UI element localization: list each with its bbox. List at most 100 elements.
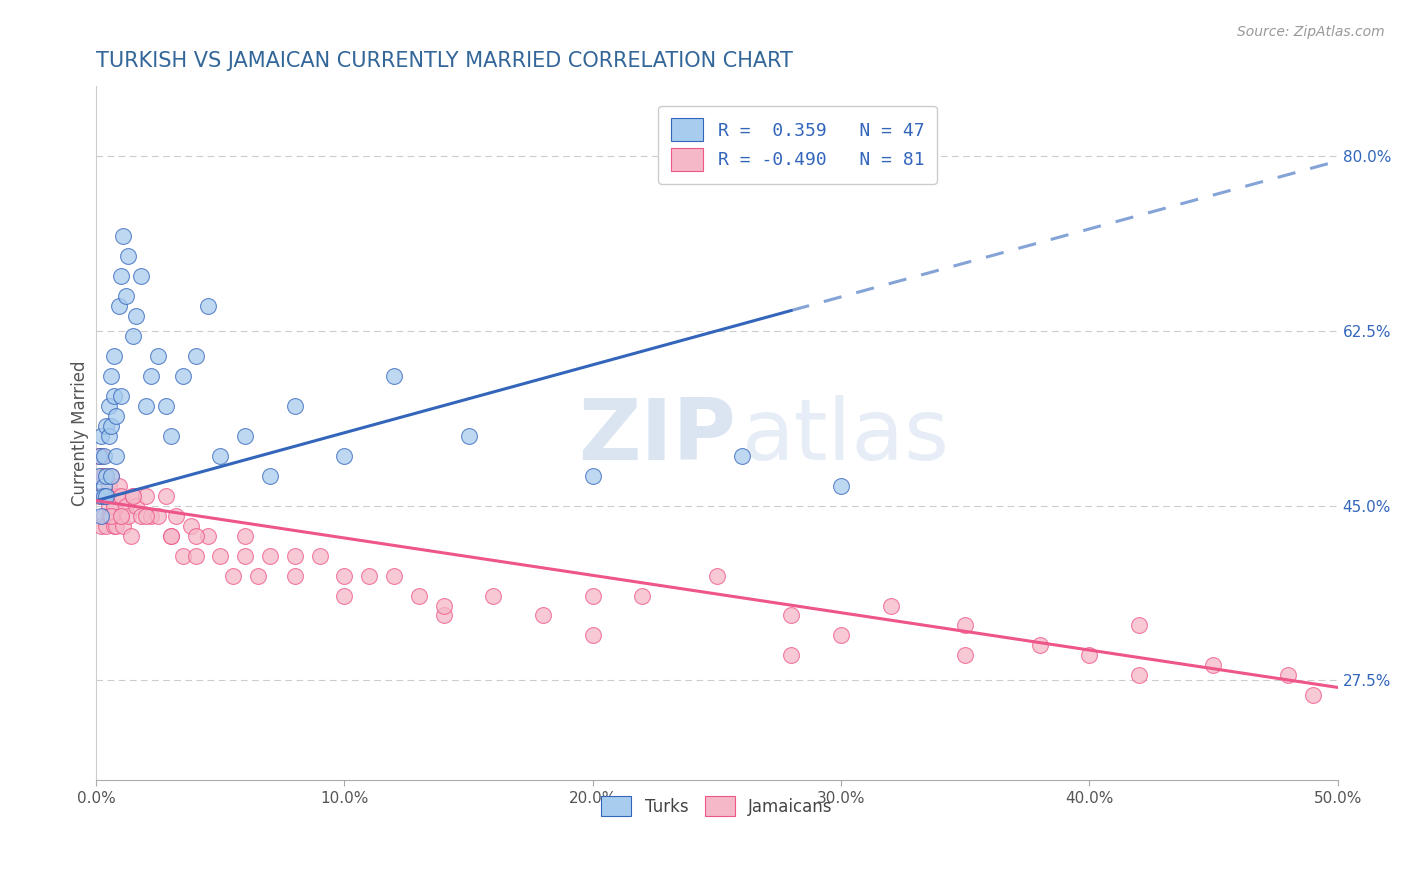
Point [135, 489, 157, 503]
Point [90, 449, 112, 463]
Point [209, 549, 232, 563]
Point [159, 528, 181, 542]
Text: TURKISH VS JAMAICAN CURRENTLY MARRIED CORRELATION CHART: TURKISH VS JAMAICAN CURRENTLY MARRIED CO… [96, 51, 793, 70]
Point [531, 608, 554, 623]
Point [408, 589, 430, 603]
Point [93, 468, 115, 483]
Point [706, 568, 728, 582]
Point [582, 628, 605, 642]
Point [93, 489, 115, 503]
Point [103, 499, 125, 513]
Point [308, 549, 330, 563]
Point [125, 309, 148, 323]
Point [105, 518, 128, 533]
Point [172, 549, 194, 563]
Point [100, 368, 122, 383]
Point [110, 508, 132, 523]
Point [105, 489, 128, 503]
Point [97, 428, 120, 442]
Point [1078, 648, 1101, 663]
Legend: Turks, Jamaicans: Turks, Jamaicans [593, 789, 841, 824]
Point [1128, 618, 1150, 632]
Point [148, 508, 170, 523]
Point [100, 468, 122, 483]
Point [110, 508, 132, 523]
Point [100, 418, 122, 433]
Point [246, 568, 269, 582]
Point [112, 229, 135, 244]
Point [97, 399, 120, 413]
Point [830, 478, 852, 492]
Point [284, 399, 307, 413]
Point [87, 449, 110, 463]
Point [103, 518, 125, 533]
Point [780, 648, 803, 663]
Point [94, 489, 117, 503]
Point [1128, 668, 1150, 682]
Point [155, 489, 177, 503]
Point [87, 468, 110, 483]
Point [93, 508, 115, 523]
Point [382, 568, 405, 582]
Point [112, 518, 135, 533]
Point [100, 508, 122, 523]
Point [110, 389, 132, 403]
Point [110, 268, 132, 283]
Point [135, 399, 157, 413]
Point [93, 489, 115, 503]
Point [433, 608, 456, 623]
Point [139, 368, 162, 383]
Point [582, 468, 605, 483]
Point [197, 299, 219, 313]
Point [953, 618, 976, 632]
Point [259, 549, 281, 563]
Point [87, 449, 110, 463]
Point [87, 489, 110, 503]
Point [139, 508, 162, 523]
Point [90, 508, 112, 523]
Point [1277, 668, 1299, 682]
Point [259, 468, 281, 483]
Point [333, 449, 356, 463]
Point [1028, 639, 1050, 653]
Point [94, 518, 117, 533]
Point [222, 568, 245, 582]
Point [482, 589, 505, 603]
Point [107, 299, 129, 313]
Point [94, 418, 117, 433]
Point [284, 568, 307, 582]
Point [129, 508, 152, 523]
Point [780, 608, 803, 623]
Y-axis label: Currently Married: Currently Married [72, 360, 89, 506]
Point [1302, 689, 1324, 703]
Point [159, 528, 181, 542]
Point [103, 349, 125, 363]
Point [97, 478, 120, 492]
Point [184, 549, 207, 563]
Point [233, 549, 256, 563]
Point [731, 449, 754, 463]
Point [172, 368, 194, 383]
Point [93, 468, 115, 483]
Point [233, 528, 256, 542]
Point [97, 499, 120, 513]
Point [107, 478, 129, 492]
Point [110, 489, 132, 503]
Point [90, 468, 112, 483]
Point [117, 508, 139, 523]
Point [148, 349, 170, 363]
Point [93, 478, 115, 492]
Point [122, 328, 145, 343]
Point [125, 499, 148, 513]
Point [382, 368, 405, 383]
Point [100, 468, 122, 483]
Point [165, 508, 187, 523]
Point [105, 409, 128, 423]
Point [197, 528, 219, 542]
Point [115, 289, 138, 303]
Point [90, 489, 112, 503]
Point [953, 648, 976, 663]
Point [631, 589, 654, 603]
Point [457, 428, 479, 442]
Point [284, 549, 307, 563]
